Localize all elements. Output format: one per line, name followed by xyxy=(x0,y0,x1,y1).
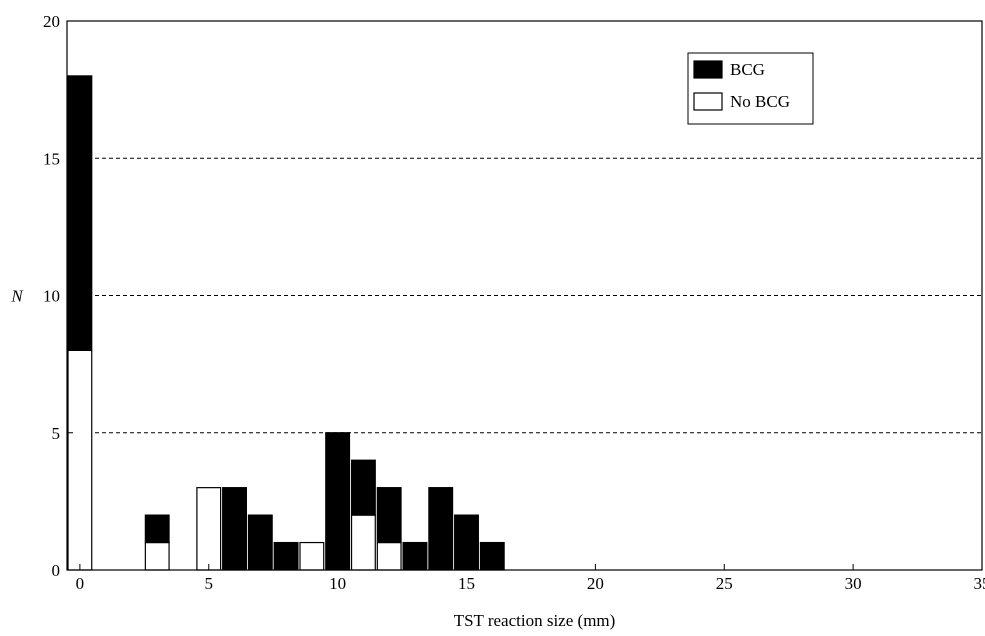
bar-bcg xyxy=(223,488,247,570)
bar-no-bcg xyxy=(145,543,169,570)
bar-no-bcg xyxy=(377,543,401,570)
x-tick-label: 30 xyxy=(845,574,862,593)
bar-bcg xyxy=(480,543,504,570)
y-tick-label: 5 xyxy=(52,424,61,443)
legend-label-no-bcg: No BCG xyxy=(730,92,790,111)
x-tick-label: 5 xyxy=(205,574,214,593)
bar-layer xyxy=(68,76,504,570)
bar-no-bcg xyxy=(300,543,324,570)
legend-swatch-no-bcg xyxy=(694,93,722,110)
x-tick-label: 10 xyxy=(329,574,346,593)
x-tick-label: 20 xyxy=(587,574,604,593)
legend-label-bcg: BCG xyxy=(730,60,765,79)
grid-layer xyxy=(67,158,982,433)
y-axis-label: N xyxy=(10,287,24,306)
bar-bcg xyxy=(274,543,298,570)
x-tick-label: 15 xyxy=(458,574,475,593)
y-tick-label: 15 xyxy=(43,149,60,168)
legend-swatch-bcg xyxy=(694,61,722,78)
tick-layer: 0 5 10 15 20 25 30 35 0 5 10 15 20 xyxy=(43,12,985,593)
legend: BCG No BCG xyxy=(688,53,813,124)
y-tick-label: 10 xyxy=(43,287,60,306)
bar-no-bcg xyxy=(68,350,92,570)
x-tick-label: 0 xyxy=(76,574,85,593)
bar-bcg xyxy=(145,515,169,542)
y-tick-label: 0 xyxy=(52,561,61,580)
bar-bcg xyxy=(429,488,453,570)
bar-bcg xyxy=(352,460,376,515)
bar-bcg xyxy=(455,515,479,570)
bar-bcg xyxy=(326,433,350,570)
bar-no-bcg xyxy=(197,488,221,570)
x-axis-label: TST reaction size (mm) xyxy=(454,611,616,630)
bar-bcg xyxy=(248,515,272,570)
bar-bcg xyxy=(68,76,92,351)
y-tick-label: 20 xyxy=(43,12,60,31)
bar-bcg xyxy=(377,488,401,543)
bar-no-bcg xyxy=(352,515,376,570)
bar-bcg xyxy=(403,543,427,570)
x-tick-label: 35 xyxy=(974,574,985,593)
x-tick-label: 25 xyxy=(716,574,733,593)
